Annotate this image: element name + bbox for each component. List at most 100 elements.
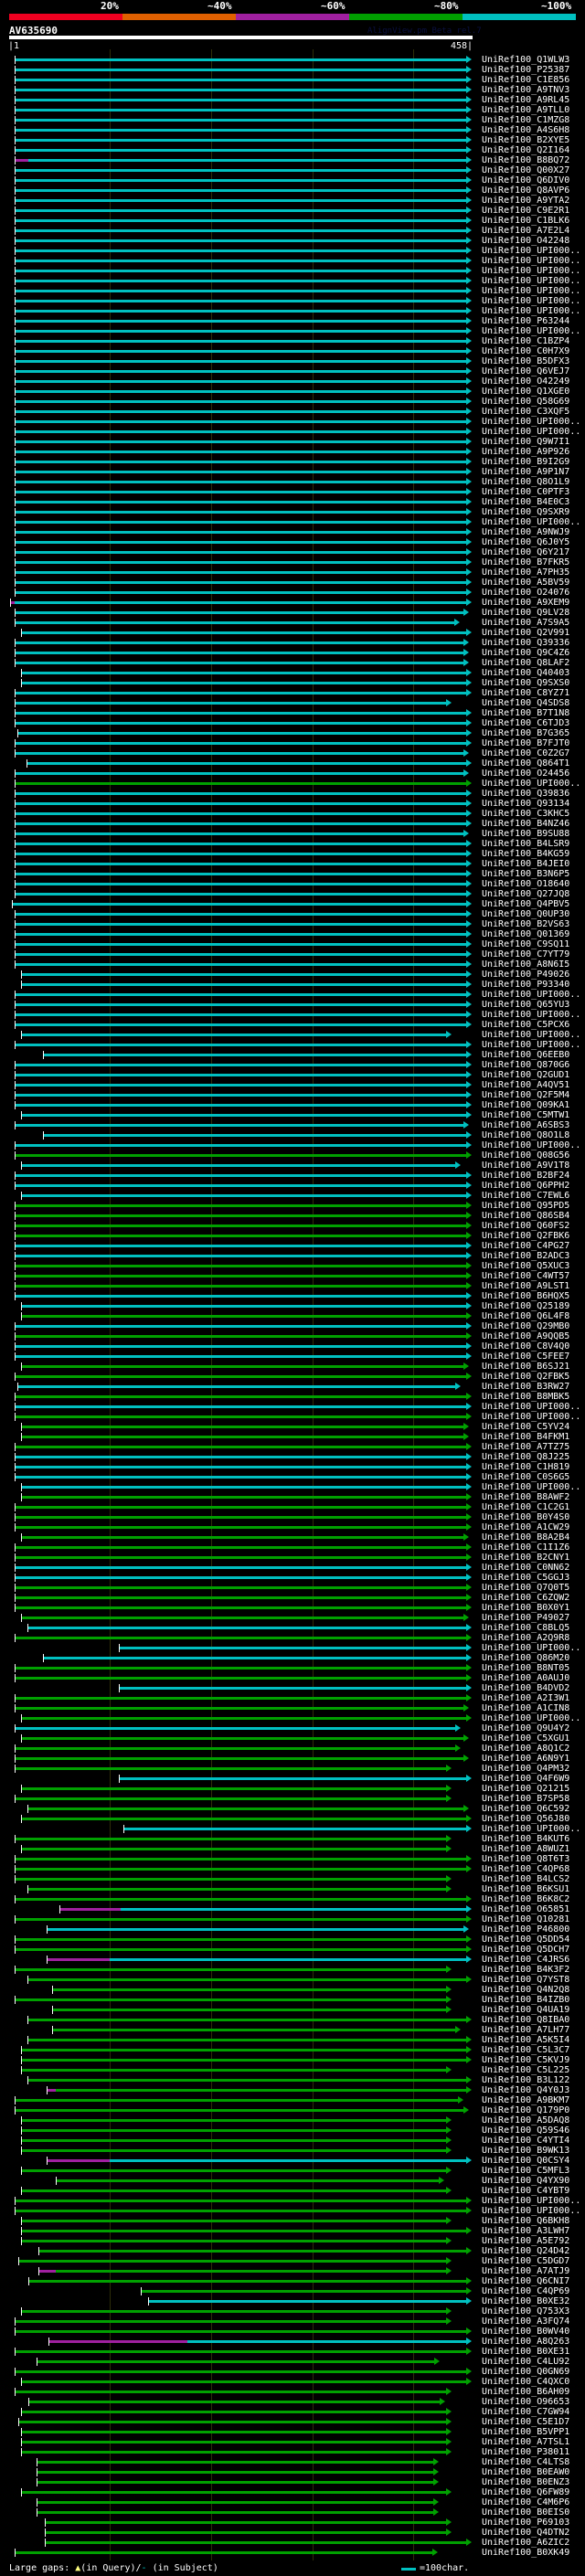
hit-label[interactable]: UniRef100_A6ZIC2 [482, 2538, 570, 2548]
hit-label[interactable]: UniRef100_A9RL45 [482, 95, 570, 105]
hit-label[interactable]: UniRef100_Q4PBV5 [482, 899, 570, 909]
hit-row[interactable]: UniRef100_Q0CSY4 [0, 2156, 585, 2166]
alignment-bar[interactable] [14, 360, 467, 363]
hit-row[interactable]: UniRef100_Q8T6T3 [0, 1854, 585, 1864]
alignment-bar[interactable] [21, 2069, 447, 2072]
hit-label[interactable]: UniRef100_C4QXC0 [482, 2377, 570, 2387]
hit-row[interactable]: UniRef100_Q1WLW3 [0, 55, 585, 65]
hit-label[interactable]: UniRef100_O24076 [482, 588, 570, 598]
hit-row[interactable]: UniRef100_A2Q9R8 [0, 1633, 585, 1643]
hit-row[interactable]: UniRef100_Q4SDS8 [0, 698, 585, 708]
alignment-bar[interactable] [27, 2039, 467, 2041]
hit-label[interactable]: UniRef100_B8A2B4 [482, 1532, 570, 1542]
alignment-bar[interactable] [27, 2079, 467, 2082]
hit-label[interactable]: UniRef100_A9QQB5 [482, 1331, 570, 1341]
hit-label[interactable]: UniRef100_A2Q9R8 [482, 1633, 570, 1643]
hit-row[interactable]: UniRef100_Q9C4Z6 [0, 648, 585, 658]
hit-row[interactable]: UniRef100_UPI000.. [0, 1643, 585, 1653]
hit-label[interactable]: UniRef100_C3KHC5 [482, 809, 570, 819]
alignment-bar[interactable] [14, 1375, 467, 1378]
hit-row[interactable]: UniRef100_C9E2R1 [0, 206, 585, 216]
hit-label[interactable]: UniRef100_Q8IBA0 [482, 2015, 570, 2025]
alignment-bar[interactable] [109, 1958, 467, 1961]
alignment-bar[interactable] [14, 1144, 467, 1147]
alignment-bar[interactable] [14, 1395, 467, 1398]
hit-row[interactable]: UniRef100_Q6PPH2 [0, 1181, 585, 1191]
hit-row[interactable]: UniRef100_C1H819 [0, 1462, 585, 1472]
alignment-bar[interactable] [51, 2029, 456, 2031]
hit-row[interactable]: UniRef100_C5L3C7 [0, 2045, 585, 2055]
hit-label[interactable]: UniRef100_B4IZB0 [482, 1995, 570, 2005]
hit-label[interactable]: UniRef100_UPI000.. [482, 266, 581, 276]
hit-row[interactable]: UniRef100_Q6DIV0 [0, 175, 585, 186]
hit-row[interactable]: UniRef100_UPI000.. [0, 256, 585, 266]
alignment-bar[interactable] [21, 1848, 447, 1850]
alignment-bar[interactable] [14, 531, 467, 534]
alignment-bar[interactable] [14, 1747, 456, 1750]
hit-label[interactable]: UniRef100_Q6VEJ7 [482, 366, 570, 376]
hit-label[interactable]: UniRef100_B0XE32 [482, 2296, 570, 2306]
hit-label[interactable]: UniRef100_C0H7X9 [482, 346, 570, 356]
hit-row[interactable]: UniRef100_B7FJT0 [0, 738, 585, 748]
alignment-bar[interactable] [14, 2551, 432, 2554]
alignment-bar[interactable] [14, 380, 467, 383]
alignment-bar[interactable] [14, 179, 467, 182]
hit-row[interactable]: UniRef100_Q6J0Y5 [0, 537, 585, 547]
hit-row[interactable]: UniRef100_A6SBS3 [0, 1120, 585, 1130]
alignment-bar[interactable] [14, 481, 467, 483]
hit-label[interactable]: UniRef100_C1MZG8 [482, 115, 570, 125]
alignment-bar[interactable] [14, 471, 467, 473]
hit-row[interactable]: UniRef100_A5BV59 [0, 578, 585, 588]
hit-label[interactable]: UniRef100_Q09KA1 [482, 1100, 570, 1110]
hit-row[interactable]: UniRef100_Q6BKH8 [0, 2216, 585, 2226]
alignment-bar[interactable] [51, 2009, 447, 2011]
alignment-bar[interactable] [14, 410, 467, 413]
hit-label[interactable]: UniRef100_Q4PM32 [482, 1764, 570, 1774]
alignment-bar[interactable] [14, 782, 467, 785]
hit-row[interactable]: UniRef100_Q5XUC3 [0, 1261, 585, 1271]
hit-row[interactable]: UniRef100_A8N6I5 [0, 959, 585, 970]
hit-label[interactable]: UniRef100_B7FKR5 [482, 557, 570, 567]
hit-row[interactable]: UniRef100_C8YZ71 [0, 688, 585, 698]
hit-row[interactable]: UniRef100_Q2F5M4 [0, 1090, 585, 1100]
hit-row[interactable]: UniRef100_P38011 [0, 2447, 585, 2457]
alignment-bar[interactable] [44, 2541, 467, 2544]
hit-label[interactable]: UniRef100_B7SP58 [482, 1794, 570, 1804]
alignment-bar[interactable] [36, 2471, 433, 2474]
hit-label[interactable]: UniRef100_B2XYE5 [482, 135, 570, 145]
alignment-bar[interactable] [14, 611, 463, 614]
hit-label[interactable]: UniRef100_UPI000.. [482, 306, 581, 316]
hit-label[interactable]: UniRef100_B6K8C2 [482, 1894, 570, 1904]
alignment-bar[interactable] [56, 2179, 440, 2182]
hit-label[interactable]: UniRef100_Q58G69 [482, 397, 570, 407]
hit-row[interactable]: UniRef100_B4JEI0 [0, 859, 585, 869]
hit-row[interactable]: UniRef100_O42249 [0, 376, 585, 387]
hit-label[interactable]: UniRef100_A4S6H8 [482, 125, 570, 135]
hit-row[interactable]: UniRef100_C4QXC0 [0, 2377, 585, 2387]
alignment-bar[interactable] [14, 1918, 467, 1921]
hit-row[interactable]: UniRef100_C4LU92 [0, 2357, 585, 2367]
hit-label[interactable]: UniRef100_C4QP68 [482, 1864, 570, 1874]
alignment-bar[interactable] [36, 2461, 433, 2464]
hit-label[interactable]: UniRef100_UPI000.. [482, 990, 581, 1000]
hit-row[interactable]: UniRef100_C0NN62 [0, 1563, 585, 1573]
hit-label[interactable]: UniRef100_A8Q1C2 [482, 1744, 570, 1754]
alignment-bar[interactable] [123, 1828, 467, 1830]
hit-label[interactable]: UniRef100_C5MTW1 [482, 1110, 570, 1120]
hit-label[interactable]: UniRef100_A9TLL0 [482, 105, 570, 115]
hit-row[interactable]: UniRef100_C4JRS6 [0, 1955, 585, 1965]
hit-row[interactable]: UniRef100_C7EWL6 [0, 1191, 585, 1201]
alignment-bar[interactable] [14, 1013, 467, 1016]
hit-label[interactable]: UniRef100_A3LWH7 [482, 2226, 570, 2236]
alignment-bar[interactable] [14, 2320, 447, 2323]
alignment-bar[interactable] [21, 682, 467, 684]
alignment-bar[interactable] [14, 1506, 467, 1509]
hit-label[interactable]: UniRef100_C0Z2G7 [482, 748, 570, 758]
alignment-bar[interactable] [14, 943, 467, 946]
hit-row[interactable]: UniRef100_C4QP69 [0, 2286, 585, 2296]
hit-row[interactable]: UniRef100_Q8O1L8 [0, 1130, 585, 1140]
hit-row[interactable]: UniRef100_Q5DCH7 [0, 1945, 585, 1955]
hit-row[interactable]: UniRef100_C5XGU1 [0, 1733, 585, 1744]
hit-row[interactable]: UniRef100_B7T1N8 [0, 708, 585, 718]
hit-row[interactable]: UniRef100_UPI000.. [0, 246, 585, 256]
